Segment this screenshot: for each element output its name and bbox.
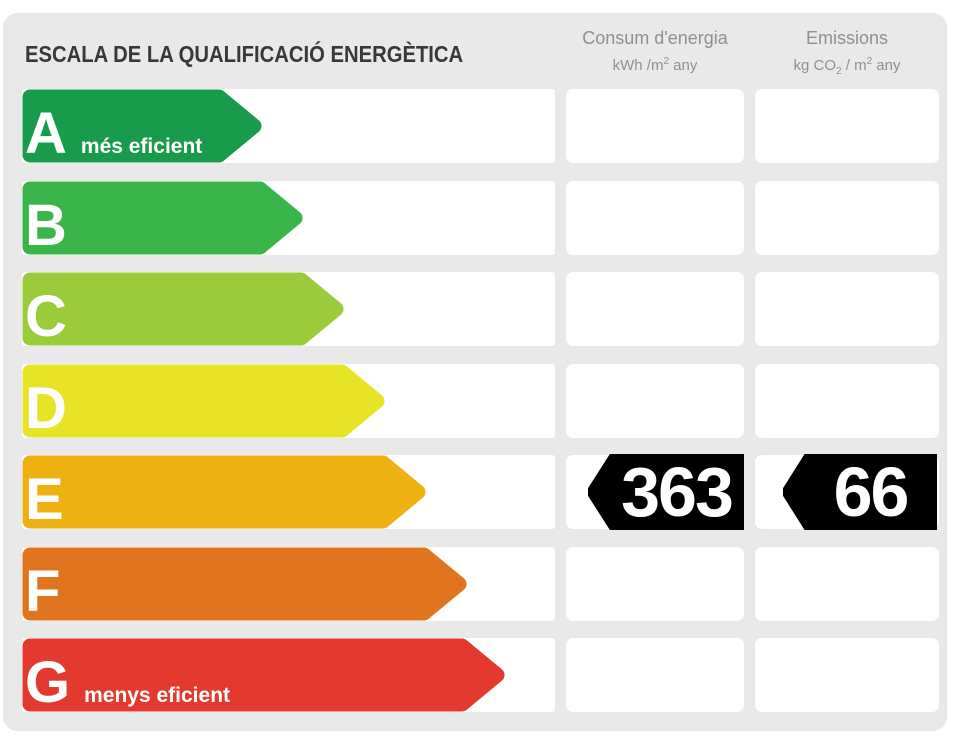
consumption-cell (566, 89, 744, 163)
rating-arrow-a-icon (22, 89, 263, 163)
consumption-cell: 363 (566, 454, 744, 530)
emissions-value-badge: 66 (783, 454, 937, 530)
rating-arrow-f-text: F (25, 547, 60, 624)
consumption-value-badge: 363 (588, 454, 744, 530)
emissions-column-unit: kg CO2 / m2 any (793, 56, 901, 77)
emissions-column-header: Emissions kg CO2 / m2 any (755, 27, 939, 82)
rating-arrow-d-icon (22, 364, 386, 438)
consumption-value: 363 (621, 453, 734, 531)
consumption-column-header: Consum d'energia kWh /m2 any (566, 27, 744, 76)
rating-letter: C (25, 284, 67, 349)
rating-arrow-e-text: E (25, 455, 64, 532)
rating-letter: B (25, 193, 67, 258)
rating-letter: G (25, 650, 71, 715)
emissions-cell (755, 364, 939, 438)
efficiency-label: menys eficient (84, 684, 231, 707)
rating-arrow-b-icon (22, 181, 304, 255)
consumption-cell (566, 638, 744, 712)
emissions-cell (755, 89, 939, 163)
rating-row-b: B (3, 181, 947, 258)
rating-arrow-c-icon (22, 272, 345, 346)
page-title: ESCALA DE LA QUALIFICACIÓ ENERGÈTICA (25, 41, 464, 67)
rating-letter: D (25, 376, 67, 441)
consumption-column-title: Consum d'energia (582, 28, 728, 48)
rating-arrow-g-icon (22, 638, 506, 712)
rating-arrow-f-icon (22, 547, 468, 621)
efficiency-label: més eficient (80, 135, 203, 158)
rating-arrow-d-text: D (25, 364, 67, 441)
consumption-cell (566, 272, 744, 346)
rating-letter: F (25, 559, 61, 624)
consumption-cell (566, 364, 744, 438)
rating-row-e: E 363 66 (3, 454, 947, 532)
consumption-cell (566, 181, 744, 255)
consumption-column-unit: kWh /m2 any (612, 56, 698, 74)
emissions-cell (755, 638, 939, 712)
emissions-cell (755, 181, 939, 255)
consumption-cell (566, 547, 744, 621)
rating-row-f: F (3, 547, 947, 624)
rating-arrow-b-text: B (25, 181, 67, 258)
emissions-value: 66 (833, 453, 910, 531)
emissions-cell (755, 547, 939, 621)
rating-row-c: C (3, 272, 947, 349)
rating-letter: A (25, 101, 67, 166)
rating-letter: E (25, 467, 64, 532)
emissions-column-title: Emissions (805, 28, 889, 48)
emissions-cell (755, 272, 939, 346)
energy-certificate-panel: ESCALA DE LA QUALIFICACIÓ ENERGÈTICA Con… (3, 13, 947, 731)
rating-arrow-c-text: C (25, 272, 67, 349)
rating-row-d: D (3, 364, 947, 441)
rating-arrow-e-icon (22, 455, 427, 529)
emissions-cell: 66 (755, 454, 939, 530)
